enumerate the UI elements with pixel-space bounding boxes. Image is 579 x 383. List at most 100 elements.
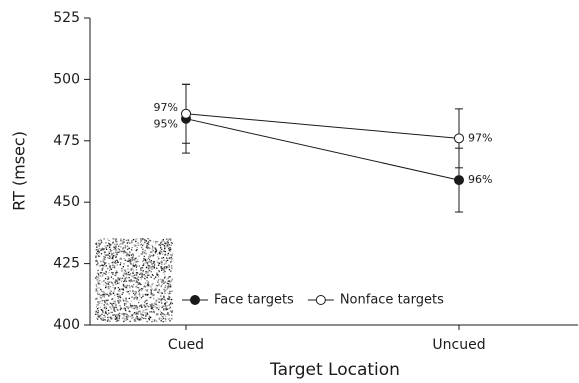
noise-dot (169, 244, 170, 245)
noise-dot (167, 286, 168, 287)
noise-dot (142, 249, 143, 250)
noise-dot (149, 297, 150, 298)
noise-dot (151, 260, 152, 261)
noise-dot (141, 253, 142, 254)
noise-dot (115, 304, 116, 305)
noise-dot (134, 320, 135, 321)
noise-dot (100, 239, 101, 240)
noise-dot (137, 259, 138, 260)
noise-dot (146, 273, 147, 274)
noise-dot (137, 298, 138, 299)
noise-dot (152, 289, 153, 290)
noise-dot (145, 260, 146, 261)
noise-dot (121, 294, 122, 295)
noise-dot (145, 318, 146, 319)
noise-dot (158, 305, 159, 306)
noise-dot (141, 304, 142, 305)
noise-dot (120, 246, 121, 247)
noise-dot (116, 247, 117, 248)
noise-dot (147, 305, 148, 306)
noise-dot (170, 286, 171, 287)
noise-dot (118, 248, 119, 249)
noise-dot (131, 276, 132, 277)
noise-dot (122, 292, 123, 293)
noise-dot (133, 262, 134, 263)
noise-dot (115, 303, 116, 304)
noise-dot (136, 280, 137, 281)
noise-dot (123, 252, 124, 253)
noise-dot (130, 305, 131, 306)
noise-dot (101, 309, 102, 310)
noise-dot (151, 284, 152, 285)
noise-dot (130, 263, 131, 264)
noise-dot (96, 286, 97, 287)
noise-dot (130, 269, 131, 270)
noise-dot (98, 245, 99, 246)
noise-dot (135, 307, 136, 308)
noise-dot (105, 282, 106, 283)
noise-dot (129, 290, 130, 291)
noise-dot (122, 278, 123, 279)
noise-dot (162, 254, 163, 255)
noise-dot (110, 258, 111, 259)
noise-dot (102, 317, 103, 318)
noise-dot (105, 287, 106, 288)
noise-dot (155, 288, 156, 289)
noise-dot (150, 240, 151, 241)
noise-dot (130, 260, 131, 261)
noise-dot (160, 262, 161, 263)
noise-dot (144, 302, 145, 303)
noise-dot (119, 315, 120, 316)
noise-dot (170, 254, 171, 255)
noise-dot (138, 279, 139, 280)
noise-dot (151, 255, 152, 256)
noise-dot (118, 298, 119, 299)
noise-dot (158, 258, 159, 259)
noise-dot (117, 294, 118, 295)
noise-dot (127, 319, 128, 320)
data-point (182, 109, 191, 118)
noise-dot (136, 313, 137, 314)
noise-dot (164, 276, 165, 277)
noise-dot (164, 243, 165, 244)
noise-dot (96, 284, 97, 285)
noise-dot (124, 286, 125, 287)
noise-dot (135, 241, 136, 242)
noise-dot (111, 272, 112, 273)
noise-dot (165, 262, 166, 263)
noise-dot (168, 248, 169, 249)
noise-dot (115, 250, 116, 251)
noise-dot (110, 286, 111, 287)
noise-dot (119, 244, 120, 245)
noise-dot (157, 256, 158, 257)
noise-dot (142, 311, 143, 312)
noise-dot (134, 245, 135, 246)
noise-dot (106, 249, 107, 250)
noise-dot (96, 311, 97, 312)
noise-dot (171, 258, 172, 259)
noise-dot (104, 300, 105, 301)
noise-dot (146, 267, 147, 268)
noise-dot (129, 285, 130, 286)
noise-dot (114, 301, 115, 302)
noise-dot (131, 240, 132, 241)
noise-dot (155, 243, 156, 244)
noise-dot (168, 278, 169, 279)
noise-dot (166, 301, 167, 302)
noise-dot (136, 265, 137, 266)
noise-dot (107, 314, 108, 315)
noise-dot (163, 306, 164, 307)
noise-dot (139, 296, 140, 297)
noise-dot (119, 251, 120, 252)
noise-dot (109, 282, 110, 283)
accuracy-label: 95% (154, 118, 178, 131)
noise-dot (108, 240, 109, 241)
noise-dot (124, 303, 125, 304)
noise-dot (152, 274, 153, 275)
noise-dot (134, 294, 135, 295)
noise-dot (105, 265, 106, 266)
noise-dot (101, 253, 102, 254)
noise-dot (103, 294, 104, 295)
noise-dot (115, 307, 116, 308)
noise-dot (115, 272, 116, 273)
